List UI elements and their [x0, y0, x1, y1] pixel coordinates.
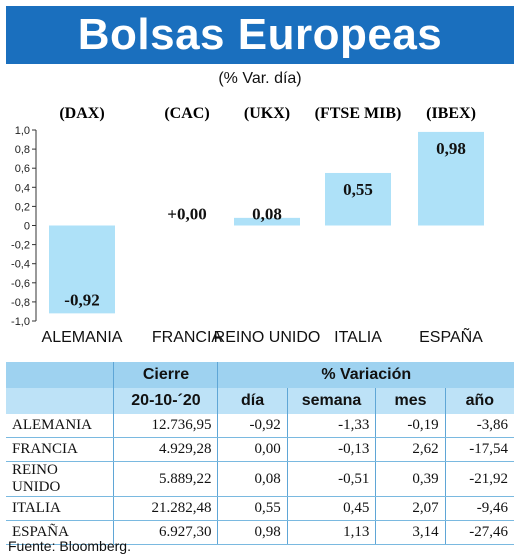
- row-anio: -9,46: [444, 496, 514, 521]
- row-name: ESPAÑA: [6, 520, 114, 545]
- table-row: ALEMANIA 12.736,95 -0,92 -1,33 -0,19 -3,86: [6, 414, 514, 438]
- category-label: ITALIA: [334, 329, 382, 346]
- table-col-mes: mes: [375, 388, 446, 414]
- bar-2: [234, 217, 300, 226]
- bar-0: [49, 225, 115, 314]
- y-tick-label: 1,0: [15, 125, 30, 137]
- row-name: FRANCIA: [6, 437, 114, 462]
- y-tick-label: -0,2: [11, 240, 30, 252]
- table-header-blank: [6, 362, 114, 388]
- index-label: (UKX): [244, 105, 290, 122]
- row-semana: 1,13: [286, 520, 376, 545]
- data-label: 0,08: [252, 205, 282, 224]
- table-row: REINO UNIDO 5.889,22 0,08 -0,51 0,39 -21,92: [6, 461, 514, 497]
- table-subheader-row: 20-10-´20 día semana mes año: [6, 388, 514, 414]
- data-label: +0,00: [167, 205, 206, 224]
- category-label: FRANCIA: [152, 329, 223, 346]
- bar-chart: 1,0 0,8 0,6 0,4 0,2 0 -0,2 -0,4 -0,6 -0,8 -1,0 (DAX…: [11, 105, 484, 346]
- data-label: 0,98: [436, 139, 466, 158]
- row-anio: -27,46: [444, 520, 514, 545]
- row-semana: 0,45: [286, 496, 376, 521]
- row-mes: 2,07: [375, 496, 446, 521]
- y-tick-label: -0,8: [11, 297, 30, 309]
- index-label: (DAX): [59, 105, 104, 122]
- row-dia: 0,98: [217, 520, 288, 545]
- index-label: (CAC): [164, 105, 209, 122]
- row-dia: 0,08: [217, 461, 288, 497]
- y-tick-label: 0,2: [15, 201, 30, 213]
- bar-3: [325, 172, 391, 226]
- table-col-dia: día: [217, 388, 288, 414]
- index-label: (FTSE MIB): [315, 105, 402, 122]
- row-anio: -21,92: [444, 461, 514, 497]
- table-row: FRANCIA 4.929,28 0,00 -0,13 2,62 -17,54: [6, 437, 514, 462]
- row-cierre: 4.929,28: [113, 437, 218, 462]
- data-label: 0,55: [343, 180, 373, 199]
- table-row: ITALIA 21.282,48 0,55 0,45 2,07 -9,46: [6, 496, 514, 521]
- bar-4: [418, 131, 484, 226]
- title-banner: Bolsas Europeas: [6, 6, 514, 64]
- y-tick-label: -0,4: [11, 259, 30, 271]
- y-tick-label: -0,6: [11, 278, 30, 290]
- row-semana: -1,33: [286, 414, 376, 438]
- y-tick-label: -1,0: [11, 316, 30, 328]
- y-tick-label: 0,4: [15, 182, 30, 194]
- row-anio: -3,86: [444, 414, 514, 438]
- row-dia: -0,92: [217, 414, 288, 438]
- table-header-cierre: Cierre: [113, 362, 218, 388]
- row-mes: 3,14: [375, 520, 446, 545]
- row-semana: -0,13: [286, 437, 376, 462]
- table-col-anio: año: [444, 388, 514, 414]
- row-name: REINO UNIDO: [6, 461, 114, 497]
- category-label: ALEMANIA: [42, 329, 123, 346]
- chart-subtitle: (% Var. día): [218, 70, 302, 87]
- row-name: ALEMANIA: [6, 414, 114, 438]
- row-dia: 0,00: [217, 437, 288, 462]
- source-note: Fuente: Bloomberg.: [8, 538, 131, 554]
- index-label: (IBEX): [426, 105, 476, 122]
- y-tick-label: 0: [24, 221, 30, 233]
- row-semana: -0,51: [286, 461, 376, 497]
- table-subheader-blank: [6, 388, 114, 414]
- table-col-semana: semana: [286, 388, 376, 414]
- row-cierre: 5.889,22: [113, 461, 218, 497]
- row-cierre: 21.282,48: [113, 496, 218, 521]
- table-row: ESPAÑA 6.927,30 0,98 1,13 3,14 -27,46: [6, 520, 514, 545]
- row-anio: -17,54: [444, 437, 514, 462]
- data-label: -0,92: [64, 290, 99, 309]
- y-tick-label: 0,8: [15, 144, 30, 156]
- row-mes: 2,62: [375, 437, 446, 462]
- category-label: ESPAÑA: [419, 326, 483, 346]
- table-col-date: 20-10-´20: [113, 388, 218, 414]
- row-cierre: 12.736,95: [113, 414, 218, 438]
- category-label: REINO UNIDO: [214, 329, 321, 346]
- table-header-variacion: % Variación: [217, 362, 514, 388]
- table-header-row: Cierre % Variación: [6, 362, 514, 388]
- row-name: ITALIA: [6, 496, 114, 521]
- row-cierre: 6.927,30: [113, 520, 218, 545]
- row-dia: 0,55: [217, 496, 288, 521]
- y-tick-label: 0,6: [15, 163, 30, 175]
- page-title: Bolsas Europeas: [77, 10, 443, 59]
- data-table: Cierre % Variación 20-10-´20 día semana …: [6, 362, 514, 545]
- row-mes: -0,19: [375, 414, 446, 438]
- row-mes: 0,39: [375, 461, 446, 497]
